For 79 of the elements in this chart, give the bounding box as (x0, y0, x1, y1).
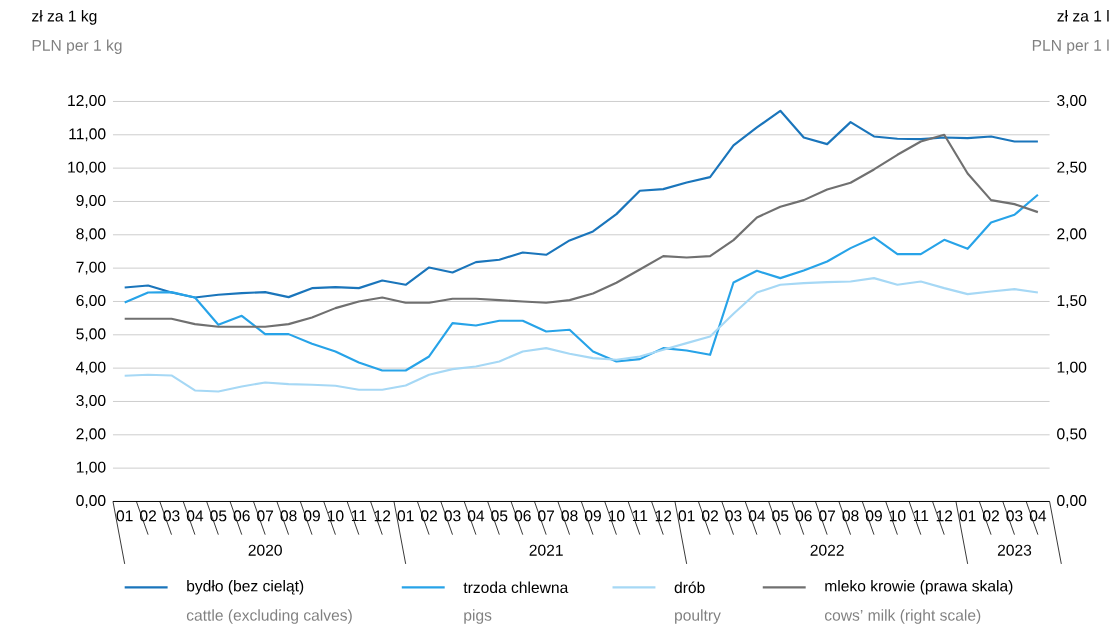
x-tick-label: 01 (959, 510, 976, 522)
x-tick-label: 08 (561, 510, 578, 522)
y-tick-label: 7,00 (76, 261, 106, 275)
text: PLN per 1 l (1032, 39, 1109, 54)
x-tick-label: 12 (655, 510, 672, 522)
x-tick-label: 09 (303, 510, 320, 522)
x-tick-label: 03 (1006, 510, 1023, 522)
x-tick-label: 03 (163, 510, 180, 522)
x-tick-label: 12 (374, 510, 391, 522)
y-tick-label: 6,00 (76, 294, 106, 308)
y-tick-label: 1,00 (76, 461, 106, 475)
text: PLN per 1 kg (32, 39, 122, 54)
legend-label: drób (674, 581, 705, 593)
x-tick-label: 07 (819, 510, 836, 522)
x-tick-label: 04 (1029, 510, 1047, 522)
x-tick-label: 08 (280, 510, 297, 522)
text: 2022 (810, 544, 844, 556)
x-tick-label: 07 (538, 510, 555, 522)
line-series (123, 109, 1039, 299)
x-tick-label: 10 (608, 510, 625, 522)
x-tick-label: 02 (982, 510, 999, 522)
x-tick-label: 08 (842, 510, 859, 522)
line-series (123, 193, 1039, 372)
x-tick-label: 02 (140, 510, 156, 522)
x-tick-label: 01 (116, 510, 133, 522)
x-tick-label: 03 (444, 510, 461, 522)
line-series (123, 276, 1039, 393)
x-tick-label: 02 (702, 510, 718, 522)
x-tick-label: 03 (725, 510, 742, 522)
y2-tick-label: 0,50 (1057, 428, 1087, 442)
x-tick-label: 04 (186, 510, 204, 522)
y2-tick-label: 2,00 (1057, 228, 1087, 242)
y-tick-label: 12,00 (68, 94, 106, 108)
x-tick-label: 01 (678, 510, 695, 522)
y2-axis-title: zł za 1 l (1057, 9, 1109, 22)
text: 2021 (529, 544, 563, 556)
x-tick-label: 06 (233, 510, 250, 522)
x-tick-label: 10 (327, 510, 344, 522)
y-tick-label: 4,00 (76, 361, 106, 375)
y-tick-label: 0,00 (76, 494, 106, 508)
y-tick-label: 9,00 (76, 194, 106, 208)
y-axis-title: zł za 1 kg (32, 9, 97, 25)
x-tick-label: 06 (795, 510, 812, 522)
x-tick-label: 11 (351, 510, 367, 521)
legend-label: trzoda chlewna (463, 581, 569, 593)
legend-label: bydło (bez cieląt) (187, 579, 304, 595)
y2-tick-label: 2,50 (1057, 161, 1087, 175)
y-tick-label: 11,00 (69, 128, 106, 142)
y2-tick-label: 1,00 (1057, 361, 1087, 375)
text: poultry (675, 609, 721, 624)
y-tick-label: 10,00 (68, 161, 106, 175)
x-tick-label: 05 (491, 510, 508, 522)
y2-tick-label: 0,00 (1057, 494, 1087, 508)
y-tick-label: 2,00 (76, 428, 106, 442)
x-tick-label: 02 (421, 510, 437, 522)
x-tick-label: 05 (772, 510, 789, 522)
text: 2023 (997, 544, 1032, 556)
y-tick-label: 3,00 (76, 394, 106, 408)
x-tick-label: 04 (748, 510, 766, 522)
x-tick-label: 11 (632, 510, 648, 521)
x-tick-label: 07 (257, 510, 274, 522)
x-tick-label: 09 (584, 510, 601, 522)
x-tick-label: 10 (889, 510, 906, 522)
text: cattle (excluding calves) (186, 609, 352, 624)
y-tick-label: 8,00 (76, 228, 106, 242)
y2-tick-label: 1,50 (1057, 294, 1087, 308)
text: cows’ milk (right scale) (824, 609, 981, 624)
text: 2020 (248, 544, 282, 556)
x-tick-label: 11 (913, 510, 929, 521)
text: pigs (464, 609, 492, 624)
x-tick-label: 06 (514, 510, 531, 522)
x-tick-label: 09 (865, 510, 882, 522)
x-tick-label: 04 (467, 510, 485, 522)
x-tick-label: 01 (397, 510, 414, 522)
x-tick-label: 05 (210, 510, 227, 522)
y2-tick-label: 3,00 (1057, 94, 1087, 108)
legend-label: mleko krowie (prawa skala) (825, 579, 1013, 595)
x-tick-label: 12 (936, 510, 953, 522)
y-tick-label: 5,00 (76, 328, 106, 342)
